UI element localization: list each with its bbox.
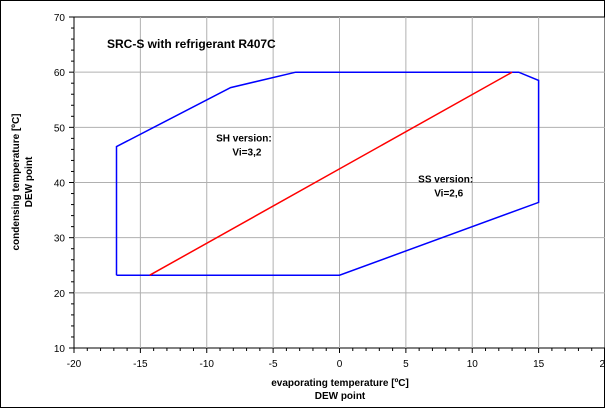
x-tick-label: 5	[403, 359, 409, 370]
y-tick-label: 30	[54, 234, 66, 245]
x-tick-label: 20	[599, 359, 605, 370]
annotation-sh-line2: Vi=3,2	[232, 147, 261, 158]
x-tick-label: -20	[67, 359, 82, 370]
x-tick-label: -15	[133, 359, 148, 370]
x-axis-label: evaporating temperature [ºC]	[271, 378, 409, 389]
x-tick-label: 0	[337, 359, 343, 370]
y-tick-label: 40	[54, 179, 66, 190]
minor-ticks	[69, 16, 605, 353]
series-group	[115, 71, 540, 276]
envelope-line	[115, 71, 540, 276]
annotation-ss-line2: Vi=2,6	[434, 189, 463, 200]
grid-lines	[74, 17, 605, 348]
x-tick-labels: -20 -15 -10 -5 0 5 10 15 20	[67, 359, 605, 370]
x-tick-label: 10	[467, 359, 479, 370]
y-axis-label-2: DEW point	[24, 156, 35, 207]
y-tick-label: 50	[54, 123, 66, 134]
annotation-sh-line1: SH version:	[216, 133, 272, 144]
y-tick-label: 70	[54, 13, 66, 24]
chart-title: SRC-S with refrigerant R407C	[107, 37, 276, 51]
y-tick-label: 20	[54, 289, 66, 300]
y-tick-label: 60	[54, 68, 66, 79]
x-tick-label: -5	[269, 359, 278, 370]
y-axis-label: condensing temperature [ºC]	[11, 113, 22, 250]
y-tick-label: 10	[54, 344, 66, 355]
x-tick-label: 15	[533, 359, 545, 370]
annotation-ss-line1: SS version:	[418, 175, 473, 186]
x-tick-label: -10	[200, 359, 215, 370]
x-axis-label-2: DEW point	[315, 391, 366, 402]
vi-boundary-line	[149, 71, 513, 276]
y-tick-labels: 10 20 30 40 50 60 70	[54, 13, 66, 355]
